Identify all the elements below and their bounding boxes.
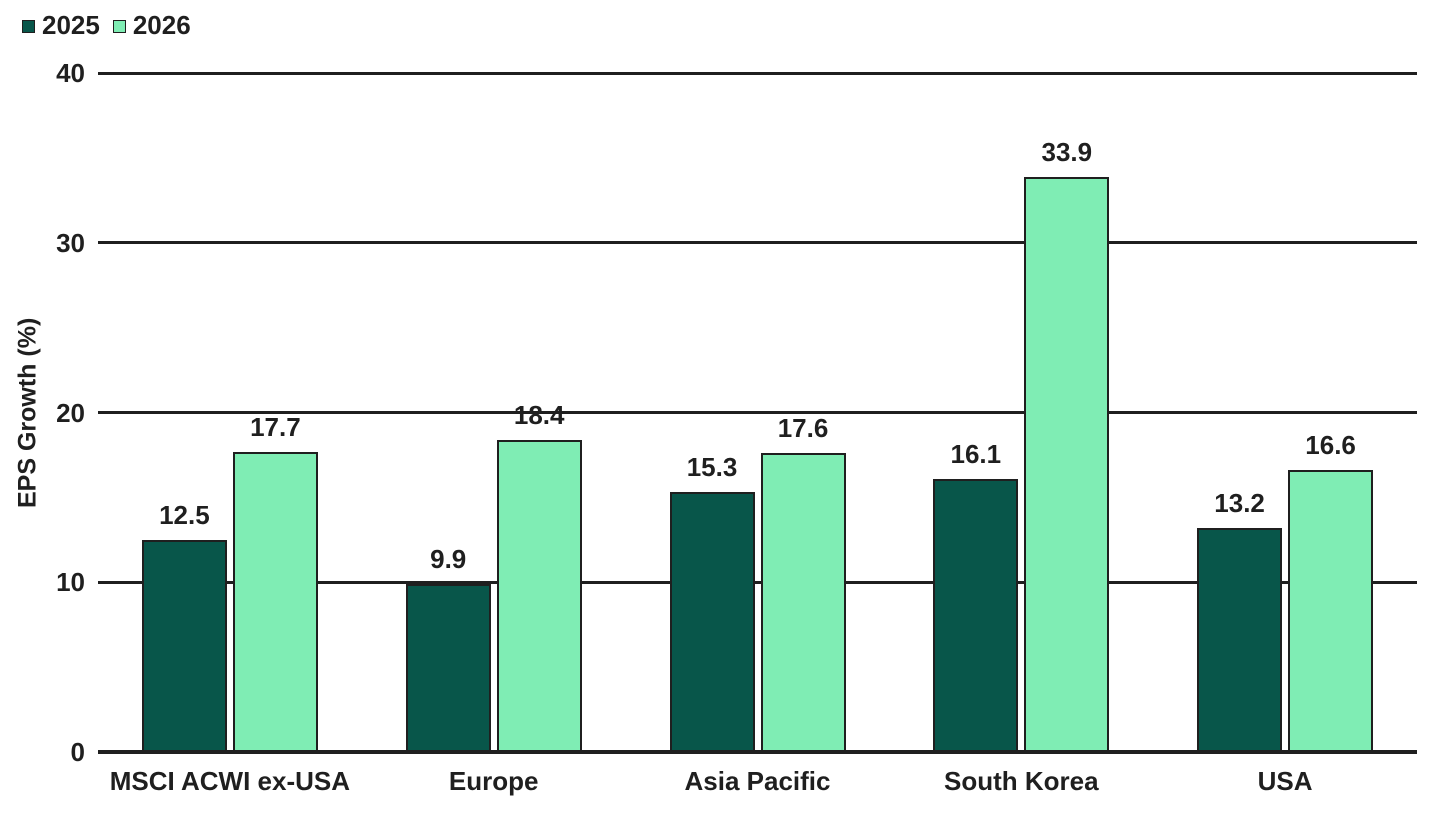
gridline-40	[98, 71, 1417, 75]
value-label-2025-usa: 13.2	[1214, 487, 1265, 518]
value-label-2025-msci-acwi-ex-usa: 12.5	[159, 499, 210, 530]
legend-item-2025: 2025	[22, 10, 100, 40]
x-axis-line	[98, 750, 1417, 754]
gridline-10	[98, 580, 1417, 584]
value-label-2026-asia-pacific: 17.6	[777, 413, 829, 444]
legend-swatch-2026	[112, 19, 126, 33]
gridline-20	[98, 411, 1417, 414]
bar-2026-usa	[1288, 470, 1374, 752]
bar-2025-south-korea	[933, 478, 1019, 752]
bar-2025-usa	[1197, 527, 1283, 752]
bar-2026-south-korea	[1024, 176, 1110, 752]
y-tick-label-10: 10	[56, 567, 85, 598]
y-tick-label-30: 30	[56, 227, 85, 258]
y-tick-label-0: 0	[70, 737, 85, 767]
value-label-2025-europe: 9.9	[430, 543, 467, 574]
value-label-2026-south-korea: 33.9	[1041, 136, 1093, 167]
value-label-2026-europe: 18.4	[513, 399, 565, 430]
bar-2025-asia-pacific	[669, 492, 755, 752]
value-label-2025-south-korea: 16.1	[950, 438, 1002, 469]
bar-2026-asia-pacific	[760, 453, 846, 752]
legend-label-2025: 2025	[42, 10, 100, 40]
legend-label-2026: 2026	[132, 10, 191, 40]
bar-2025-europe	[405, 583, 491, 752]
legend-swatch-2025	[22, 19, 35, 33]
y-tick-label-20: 20	[56, 397, 85, 428]
category-label-europe: Europe	[448, 766, 539, 796]
category-label-msci-acwi-ex-usa: MSCI ACWI ex-USA	[109, 766, 351, 796]
value-label-2026-msci-acwi-ex-usa: 17.7	[250, 411, 301, 442]
bar-2026-msci-acwi-ex-usa	[232, 451, 318, 752]
bar-2026-europe	[496, 439, 582, 752]
value-label-2025-asia-pacific: 15.3	[686, 452, 738, 483]
category-label-asia-pacific: Asia Pacific	[684, 766, 831, 796]
category-label-usa: USA	[1257, 766, 1313, 796]
legend: 2025 2026	[22, 10, 191, 40]
gridline-30	[98, 241, 1417, 245]
y-tick-label-40: 40	[56, 58, 85, 88]
value-label-2026-usa: 16.6	[1305, 430, 1356, 461]
legend-item-2026: 2026	[112, 10, 191, 40]
category-label-south-korea: South Korea	[944, 766, 1099, 796]
bar-2025-msci-acwi-ex-usa	[141, 539, 227, 752]
